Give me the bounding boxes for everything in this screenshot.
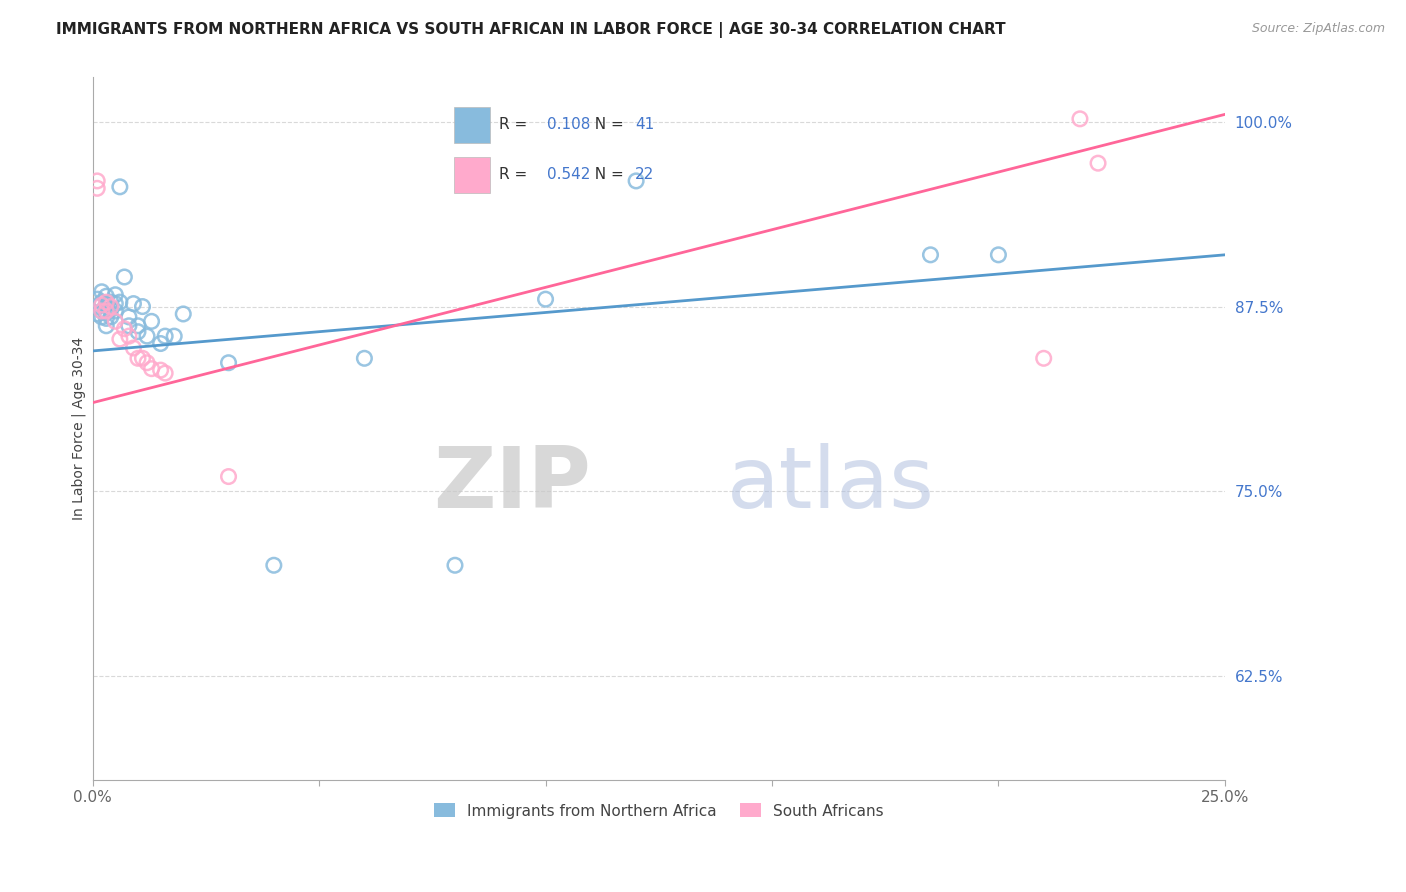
Point <box>149 363 172 377</box>
Point <box>1069 112 1091 126</box>
Point <box>127 318 149 333</box>
Point <box>86 181 108 195</box>
Point <box>90 304 112 318</box>
Point <box>90 298 112 312</box>
Point <box>131 300 153 314</box>
Y-axis label: In Labor Force | Age 30-34: In Labor Force | Age 30-34 <box>72 337 86 520</box>
Point <box>96 304 118 318</box>
Point <box>96 318 118 333</box>
Point <box>108 295 131 310</box>
Point <box>112 322 135 336</box>
Point <box>112 270 135 285</box>
Point <box>920 248 942 262</box>
Point <box>104 287 127 301</box>
Point <box>96 298 118 312</box>
Point <box>118 329 141 343</box>
Point <box>96 311 118 326</box>
Point <box>141 361 163 376</box>
Text: IMMIGRANTS FROM NORTHERN AFRICA VS SOUTH AFRICAN IN LABOR FORCE | AGE 30-34 CORR: IMMIGRANTS FROM NORTHERN AFRICA VS SOUTH… <box>56 22 1005 38</box>
Point <box>153 329 176 343</box>
Point <box>444 558 467 573</box>
Text: Source: ZipAtlas.com: Source: ZipAtlas.com <box>1251 22 1385 36</box>
Point <box>122 296 145 310</box>
Point <box>1087 156 1109 170</box>
Point <box>163 329 186 343</box>
Point <box>141 314 163 328</box>
Point <box>108 332 131 346</box>
Point <box>90 295 112 310</box>
Point <box>100 310 122 324</box>
Point <box>127 325 149 339</box>
Point <box>100 302 122 317</box>
Point <box>263 558 285 573</box>
Point <box>86 300 108 314</box>
Point <box>104 296 127 310</box>
Point <box>90 304 112 318</box>
Point <box>218 356 240 370</box>
Point <box>153 366 176 380</box>
Point <box>218 469 240 483</box>
Point <box>100 295 122 310</box>
Point <box>86 292 108 306</box>
Point <box>118 318 141 333</box>
Point <box>118 310 141 324</box>
Point <box>122 341 145 355</box>
Point <box>90 310 112 324</box>
Text: ZIP: ZIP <box>433 443 591 526</box>
Point <box>149 336 172 351</box>
Point <box>136 356 159 370</box>
Point <box>131 351 153 366</box>
Point <box>534 292 557 306</box>
Point <box>86 174 108 188</box>
Point <box>100 300 122 314</box>
Point <box>136 329 159 343</box>
Point <box>104 304 127 318</box>
Point <box>96 289 118 303</box>
Point <box>127 351 149 366</box>
Text: atlas: atlas <box>727 443 935 526</box>
Point <box>624 174 647 188</box>
Point <box>1032 351 1054 366</box>
Point <box>96 295 118 310</box>
Point <box>172 307 194 321</box>
Point <box>987 248 1010 262</box>
Point <box>108 179 131 194</box>
Point <box>353 351 375 366</box>
Legend: Immigrants from Northern Africa, South Africans: Immigrants from Northern Africa, South A… <box>427 797 890 824</box>
Point <box>96 305 118 319</box>
Point <box>86 307 108 321</box>
Point <box>104 314 127 328</box>
Point <box>90 285 112 299</box>
